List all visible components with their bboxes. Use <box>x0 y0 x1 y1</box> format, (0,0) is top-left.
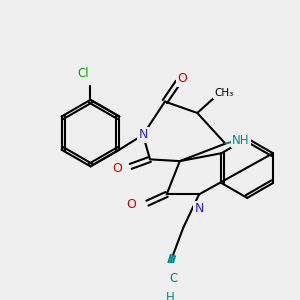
Text: O: O <box>178 72 187 85</box>
Text: H: H <box>166 291 175 300</box>
Text: CH₃: CH₃ <box>214 88 233 98</box>
Text: N: N <box>138 128 148 141</box>
Text: Cl: Cl <box>78 67 89 80</box>
Text: O: O <box>127 198 136 212</box>
Text: NH: NH <box>232 134 250 147</box>
Text: O: O <box>112 162 122 175</box>
Text: C: C <box>169 272 178 285</box>
Text: N: N <box>194 202 204 215</box>
